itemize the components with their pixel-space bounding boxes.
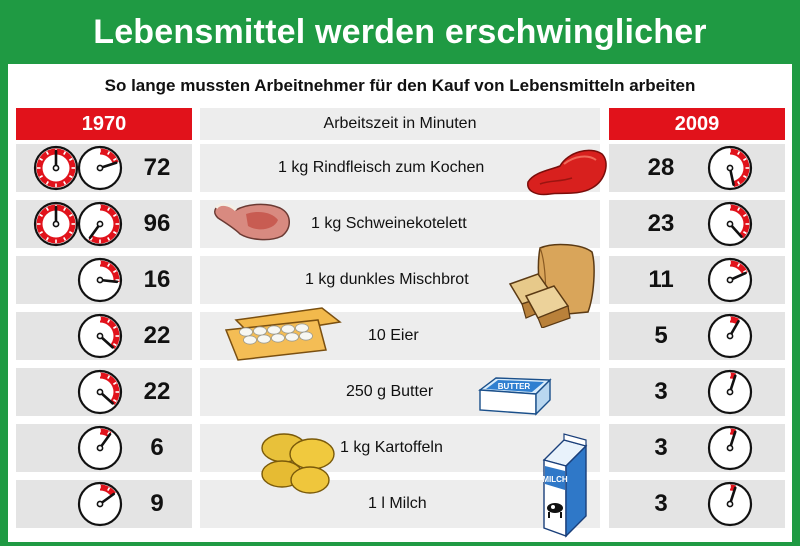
potatoes-icon — [261, 433, 335, 494]
bread-icon — [508, 243, 595, 328]
clock-2009 — [707, 425, 753, 471]
value-2009: 3 — [654, 434, 668, 461]
value-1970: 9 — [150, 490, 164, 517]
column-header-unit: Arbeitszeit in Minuten — [200, 108, 600, 140]
cell-item — [200, 480, 600, 528]
item-label: 1 l Milch — [368, 495, 427, 512]
value-2009: 28 — [647, 154, 675, 181]
value-1970: 16 — [143, 266, 171, 293]
cell-2009 — [609, 312, 785, 360]
chart-subtitle: So lange mussten Arbeitnehmer für den Ka… — [104, 76, 696, 95]
table-row: 72 1 kg Rindfleisch zum Kochen 28 — [16, 144, 785, 192]
cell-2009 — [609, 144, 785, 192]
value-2009: 11 — [648, 266, 674, 293]
milk-label: MILCH — [542, 475, 568, 484]
clock-2009 — [707, 313, 753, 359]
cell-2009 — [609, 200, 785, 248]
butter-icon: BUTTER — [478, 377, 552, 416]
pork-chop-icon — [213, 202, 290, 241]
clock-1970 — [77, 145, 123, 191]
clock-1970 — [77, 425, 123, 471]
clock-2009 — [707, 145, 753, 191]
item-label: 10 Eier — [368, 327, 419, 344]
item-label: 1 kg Kartoffeln — [340, 439, 443, 456]
egg-carton-icon — [224, 307, 342, 361]
clock-2009 — [707, 257, 753, 303]
table-row: 22 10 Eier 5 — [16, 312, 785, 360]
beef-icon — [527, 149, 607, 196]
chart-panel: So lange mussten Arbeitnehmer für den Ka… — [8, 64, 792, 542]
data-rows: 72 1 kg Rindfleisch zum Kochen 28 96 1 kg Sc… — [8, 64, 792, 542]
item-label: 1 kg Schweinekotelett — [311, 215, 467, 232]
column-header-2009: 2009 — [609, 108, 785, 140]
value-2009: 5 — [654, 322, 668, 349]
cell-2009 — [609, 256, 785, 304]
milk-carton-icon: MILCH — [542, 433, 588, 538]
clock-1970-full-hour — [33, 145, 79, 191]
item-label: 1 kg Rindfleisch zum Kochen — [278, 159, 485, 176]
clock-1970 — [77, 369, 123, 415]
value-1970: 6 — [150, 434, 164, 461]
value-1970: 96 — [143, 210, 171, 237]
column-header-1970: 1970 — [16, 108, 192, 140]
value-1970: 72 — [143, 154, 171, 181]
table-row: 16 1 kg dunkles Mischbrot 11 — [16, 256, 785, 304]
value-1970: 22 — [143, 322, 171, 349]
table-row: 6 1 kg Kartoffeln 3 — [16, 424, 785, 472]
item-label: 250 g Butter — [346, 383, 434, 400]
clock-1970-full-hour — [33, 201, 79, 247]
cell-2009 — [609, 424, 785, 472]
butter-label: BUTTER — [498, 382, 531, 391]
clock-1970 — [77, 481, 123, 527]
value-2009: 3 — [654, 490, 668, 517]
clock-2009 — [707, 201, 753, 247]
cell-2009 — [609, 480, 785, 528]
item-label: 1 kg dunkles Mischbrot — [305, 271, 469, 288]
value-2009: 23 — [647, 210, 675, 237]
page-title: Lebensmittel werden erschwinglicher — [93, 13, 707, 51]
clock-1970 — [77, 257, 123, 303]
table-row: 9 1 l Milch 3 — [16, 480, 785, 528]
clock-2009 — [707, 369, 753, 415]
clock-1970 — [77, 201, 123, 247]
clock-1970 — [77, 313, 123, 359]
value-1970: 22 — [143, 378, 171, 405]
table-row: 22 250 g Butter 3 — [16, 368, 785, 416]
value-2009: 3 — [654, 378, 668, 405]
cell-2009 — [609, 368, 785, 416]
clock-2009 — [707, 481, 753, 527]
table-row: 96 1 kg Schweinekotelett 23 — [16, 200, 785, 248]
